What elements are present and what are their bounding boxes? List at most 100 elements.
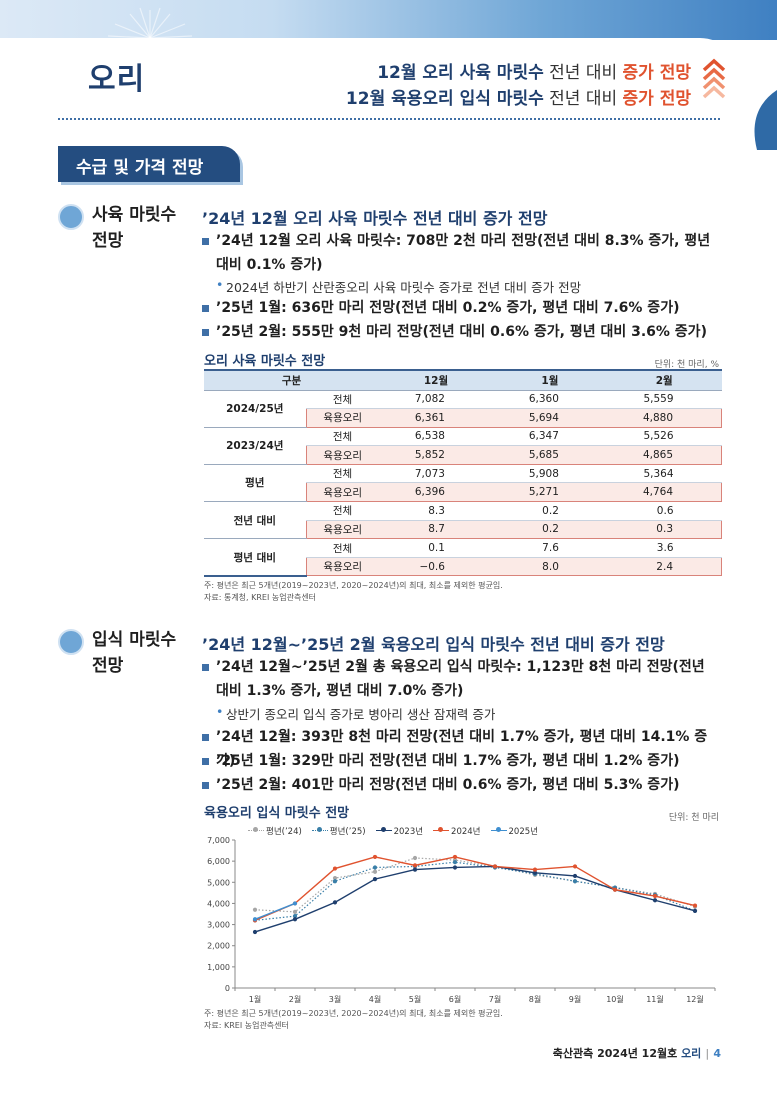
y-tick-label: 2,000 [207, 942, 230, 951]
legend-swatch [490, 827, 507, 832]
table-row-label: 전체 [306, 464, 379, 484]
table-cell: 4,880 [606, 408, 722, 428]
legend-marker [316, 827, 322, 832]
table-group-label: 전년 대비 [204, 501, 306, 540]
data-point [372, 865, 378, 870]
table-cell: 2.4 [606, 556, 722, 577]
footer-separator: | [705, 1047, 710, 1060]
series-line-3 [254, 856, 696, 921]
data-point [572, 873, 578, 879]
block1-side-title-line2: 전망 [92, 231, 124, 251]
headline-1-mid: 전년 대비 [543, 63, 623, 83]
table-cell: 0.2 [492, 501, 607, 521]
table-cell: 6,396 [379, 482, 493, 503]
data-point [252, 917, 258, 922]
table-row-label: 육용오리 [305, 556, 379, 577]
block1-subhead: ’24년 12월 오리 사육 마릿수 전년 대비 증가 전망 [202, 209, 548, 228]
data-point [412, 855, 418, 861]
x-tick-label: 1월 [249, 994, 261, 1004]
table-cell: 7.6 [492, 538, 607, 558]
block2-bullet-1: ’24년 12월~’25년 2월 총 육용오리 입식 마릿수: 1,123만 8… [202, 655, 722, 703]
headline-1-outlook: 증가 전망 [622, 63, 691, 83]
table-cell: −0.6 [379, 556, 493, 577]
legend-label: 평년(’25) [329, 827, 366, 837]
table-row: 평년 대비 전체 0.1 7.6 3.6 [204, 538, 722, 577]
table-row: 육용오리 5,852 5,685 4,865 [204, 445, 722, 465]
data-point [372, 877, 378, 882]
headline-2-outlook: 증가 전망 [622, 89, 691, 109]
table-row-label: 육용오리 [305, 519, 379, 540]
legend-label: 2024년 [451, 827, 481, 837]
page-footer: 축산관측 2024년 12월호 오리 | 4 [553, 1045, 721, 1061]
table-cell: 3.6 [606, 538, 722, 558]
data-point [492, 864, 498, 869]
data-point [332, 900, 338, 905]
data-point [532, 867, 538, 872]
table-row: 평년 전체 7,073 5,908 5,364 [204, 464, 722, 503]
data-point [452, 865, 458, 870]
x-tick-label: 11월 [646, 994, 664, 1004]
data-point [292, 914, 298, 919]
data-point [652, 893, 658, 899]
block2-bullet-3: ’25년 1월: 329만 마리 전망(전년 대비 1.7% 증가, 평년 대비… [202, 749, 722, 773]
series-line-0 [254, 857, 696, 913]
legend-item: 평년(’25) [311, 825, 366, 837]
table-row: 육용오리 6,396 5,271 4,764 [204, 482, 722, 503]
x-tick-label: 9월 [569, 994, 581, 1004]
legend-swatch [433, 827, 450, 832]
headline-2-subject: 12월 육용오리 입식 마릿수 [345, 89, 544, 109]
table-cell: 0.1 [379, 538, 493, 558]
data-point [372, 854, 378, 860]
block1-side-title: 사육 마릿수 전망 [92, 202, 176, 254]
series-line-2 [254, 865, 696, 933]
table-group-label: 2024/25년 [204, 390, 306, 428]
data-point [292, 901, 298, 906]
x-tick-label: 7월 [489, 994, 501, 1004]
table-header-row: 구분 12월 1월 2월 [204, 369, 722, 391]
table-cell: 8.0 [492, 556, 607, 577]
corner-wave-decoration [754, 90, 777, 150]
table-row-label: 전체 [306, 427, 379, 447]
table-caption: 오리 사육 마릿수 전망 [204, 354, 326, 369]
table-cell: 4,865 [606, 445, 722, 465]
chart-legend: 평년(’24) 평년(’25) 2023년 2024년 2025년 [248, 825, 548, 837]
series-line-4 [254, 902, 296, 920]
table-cell: 5,694 [492, 408, 607, 428]
duck-icon [58, 204, 84, 230]
table-row: 육용오리 8.7 0.2 0.3 [204, 519, 722, 540]
table-cell: 5,271 [492, 482, 607, 503]
data-point [412, 863, 418, 868]
section-tag: 수급 및 가격 전망 [58, 146, 240, 182]
table-cell: 6,361 [379, 408, 493, 428]
data-point [692, 908, 698, 913]
y-tick-label: 3,000 [207, 921, 230, 930]
table-note: 주: 평년은 최근 5개년(2019~2023년, 2020~2024년)의 최… [204, 581, 503, 590]
table-row: 전년 대비 전체 8.3 0.2 0.6 [204, 501, 722, 540]
data-point [332, 875, 338, 881]
x-tick-label: 4월 [369, 994, 381, 1004]
block1-subbullet: 2024년 하반기 산란종오리 사육 마릿수 증가로 전년 대비 증가 전망 [216, 277, 581, 296]
block2-side-title: 입식 마릿수 전망 [92, 627, 176, 679]
table-cell: 5,559 [606, 390, 722, 410]
table-row: 육용오리 6,361 5,694 4,880 [204, 408, 722, 428]
table-group-label: 2023/24년 [204, 427, 306, 465]
chart-source: 자료: KREI 농업관측센터 [204, 1021, 289, 1030]
increase-chevron-icon [702, 58, 726, 99]
data-point [572, 879, 578, 884]
data-point [292, 909, 298, 914]
table-cell: 8.7 [379, 519, 493, 540]
data-point [532, 870, 538, 875]
block1-side-title-line1: 사육 마릿수 [92, 205, 177, 225]
chart-caption: 육용오리 입식 마릿수 전망 [204, 806, 350, 821]
page-number: 4 [713, 1047, 721, 1060]
x-tick-label: 10월 [606, 994, 624, 1004]
block2-bullet-2: ’24년 12월: 393만 8천 마리 전망(전년 대비 1.7% 증가, 평… [202, 725, 722, 773]
table-row-label: 전체 [306, 538, 379, 558]
top-banner [0, 0, 777, 40]
duckling-icon [58, 629, 84, 655]
data-point [412, 867, 418, 872]
table-group-label: 평년 대비 [204, 538, 306, 577]
table-header-cell: 2월 [606, 369, 722, 391]
footer-label: 축산관측 2024년 12월호 [552, 1047, 678, 1060]
legend-swatch [311, 827, 328, 832]
